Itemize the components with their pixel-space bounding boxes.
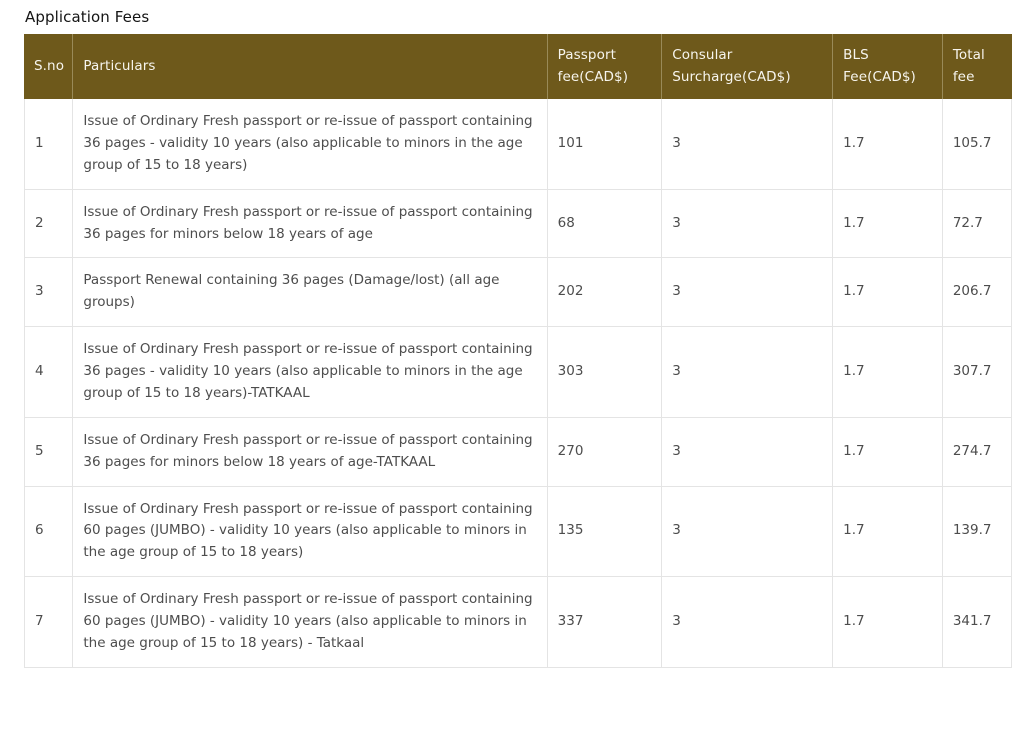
bls-fee-cell: 1.7	[833, 417, 943, 487]
bls-fee-cell: 1.7	[833, 258, 943, 328]
table-row: 3 Passport Renewal containing 36 pages (D…	[24, 258, 1012, 328]
column-header-particulars: Particulars	[73, 34, 548, 100]
total-fee-cell: 307.7	[942, 327, 1012, 418]
passport-fee-cell: 101	[547, 99, 663, 190]
total-fee-cell: 341.7	[942, 577, 1012, 668]
passport-fee-cell: 303	[547, 327, 663, 418]
column-header-sno: S.no	[24, 34, 74, 100]
consular-surcharge-cell: 3	[662, 258, 834, 328]
passport-fee-cell: 202	[547, 258, 663, 328]
consular-surcharge-cell: 3	[662, 486, 834, 578]
passport-fee-cell: 135	[547, 486, 663, 578]
particulars-cell: Issue of Ordinary Fresh passport or re-i…	[73, 486, 548, 578]
passport-fee-cell: 337	[547, 577, 663, 668]
total-fee-cell: 105.7	[942, 99, 1012, 190]
table-header-row: S.no Particulars Passport fee(CAD$) Cons…	[24, 34, 1012, 100]
table-row: 5 Issue of Ordinary Fresh passport or re-…	[24, 417, 1012, 487]
sno-cell: 1	[24, 99, 74, 190]
sno-cell: 5	[24, 417, 74, 487]
particulars-cell: Issue of Ordinary Fresh passport or re-i…	[73, 99, 548, 190]
consular-surcharge-cell: 3	[662, 189, 834, 259]
table-row: 6 Issue of Ordinary Fresh passport or re-…	[24, 486, 1012, 578]
table-row: 4 Issue of Ordinary Fresh passport or re-…	[24, 327, 1012, 418]
sno-cell: 6	[24, 486, 74, 578]
passport-fee-cell: 68	[547, 189, 663, 259]
bls-fee-cell: 1.7	[833, 327, 943, 418]
column-header-total-fee: Total fee	[942, 34, 1012, 100]
table-row: 1 Issue of Ordinary Fresh passport or re-…	[24, 99, 1012, 190]
particulars-cell: Issue of Ordinary Fresh passport or re-i…	[73, 189, 548, 259]
particulars-cell: Issue of Ordinary Fresh passport or re-i…	[73, 417, 548, 487]
sno-cell: 4	[24, 327, 74, 418]
fees-table-body: 1 Issue of Ordinary Fresh passport or re-…	[24, 99, 1012, 668]
consular-surcharge-cell: 3	[662, 417, 834, 487]
bls-fee-cell: 1.7	[833, 99, 943, 190]
passport-fee-cell: 270	[547, 417, 663, 487]
consular-surcharge-cell: 3	[662, 327, 834, 418]
page-title: Application Fees	[25, 8, 150, 26]
consular-surcharge-cell: 3	[662, 577, 834, 668]
table-row: 7 Issue of Ordinary Fresh passport or re-…	[24, 577, 1012, 668]
sno-cell: 3	[24, 258, 74, 328]
total-fee-cell: 274.7	[942, 417, 1012, 487]
bls-fee-cell: 1.7	[833, 486, 943, 578]
sno-cell: 2	[24, 189, 74, 259]
column-header-consular-surcharge: Consular Surcharge(CAD$)	[662, 34, 834, 100]
column-header-passport-fee: Passport fee(CAD$)	[547, 34, 663, 100]
bls-fee-cell: 1.7	[833, 577, 943, 668]
total-fee-cell: 206.7	[942, 258, 1012, 328]
bls-fee-cell: 1.7	[833, 189, 943, 259]
table-row: 2 Issue of Ordinary Fresh passport or re-…	[24, 189, 1012, 259]
particulars-cell: Issue of Ordinary Fresh passport or re-i…	[73, 327, 548, 418]
particulars-cell: Passport Renewal containing 36 pages (Da…	[73, 258, 548, 328]
total-fee-cell: 72.7	[942, 189, 1012, 259]
consular-surcharge-cell: 3	[662, 99, 834, 190]
column-header-bls-fee: BLS Fee(CAD$)	[833, 34, 943, 100]
particulars-cell: Issue of Ordinary Fresh passport or re-i…	[73, 577, 548, 668]
table-header: S.no Particulars Passport fee(CAD$) Cons…	[24, 34, 1012, 100]
sno-cell: 7	[24, 577, 74, 668]
total-fee-cell: 139.7	[942, 486, 1012, 578]
application-fees-table: S.no Particulars Passport fee(CAD$) Cons…	[24, 34, 1012, 668]
